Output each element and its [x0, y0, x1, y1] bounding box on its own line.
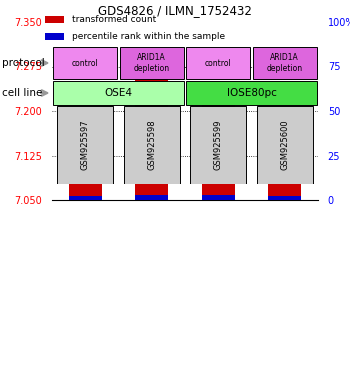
Text: percentile rank within the sample: percentile rank within the sample	[72, 32, 225, 41]
Bar	[45, 17, 64, 23]
Bar	[257, 106, 313, 184]
Text: GSM925600: GSM925600	[280, 120, 289, 170]
Bar	[69, 179, 102, 200]
Text: ARID1A
depletion: ARID1A depletion	[267, 53, 303, 73]
Text: protocol: protocol	[2, 58, 45, 68]
Text: cell line: cell line	[2, 88, 42, 98]
Text: GSM925599: GSM925599	[214, 120, 223, 170]
Bar	[57, 106, 113, 184]
Bar	[268, 170, 301, 200]
Bar	[124, 106, 180, 184]
Text: control: control	[205, 58, 232, 68]
Text: GSM925597: GSM925597	[81, 120, 90, 170]
Text: control: control	[72, 58, 99, 68]
Text: GSM925598: GSM925598	[147, 120, 156, 170]
Text: OSE4: OSE4	[105, 88, 133, 98]
Bar	[202, 195, 235, 200]
Bar	[53, 81, 184, 105]
Text: ARID1A
depletion: ARID1A depletion	[134, 53, 170, 73]
Text: IOSE80pc: IOSE80pc	[226, 88, 276, 98]
Bar	[53, 47, 117, 79]
Bar	[186, 81, 317, 105]
Bar	[190, 106, 246, 184]
Bar	[120, 47, 184, 79]
Bar	[69, 197, 102, 200]
Bar	[135, 63, 168, 200]
Bar	[202, 102, 235, 200]
Text: transformed count: transformed count	[72, 15, 156, 24]
Text: GDS4826 / ILMN_1752432: GDS4826 / ILMN_1752432	[98, 4, 252, 17]
Bar	[135, 195, 168, 200]
Bar	[268, 197, 301, 200]
Bar	[186, 47, 250, 79]
Bar	[45, 33, 64, 40]
Bar	[253, 47, 317, 79]
